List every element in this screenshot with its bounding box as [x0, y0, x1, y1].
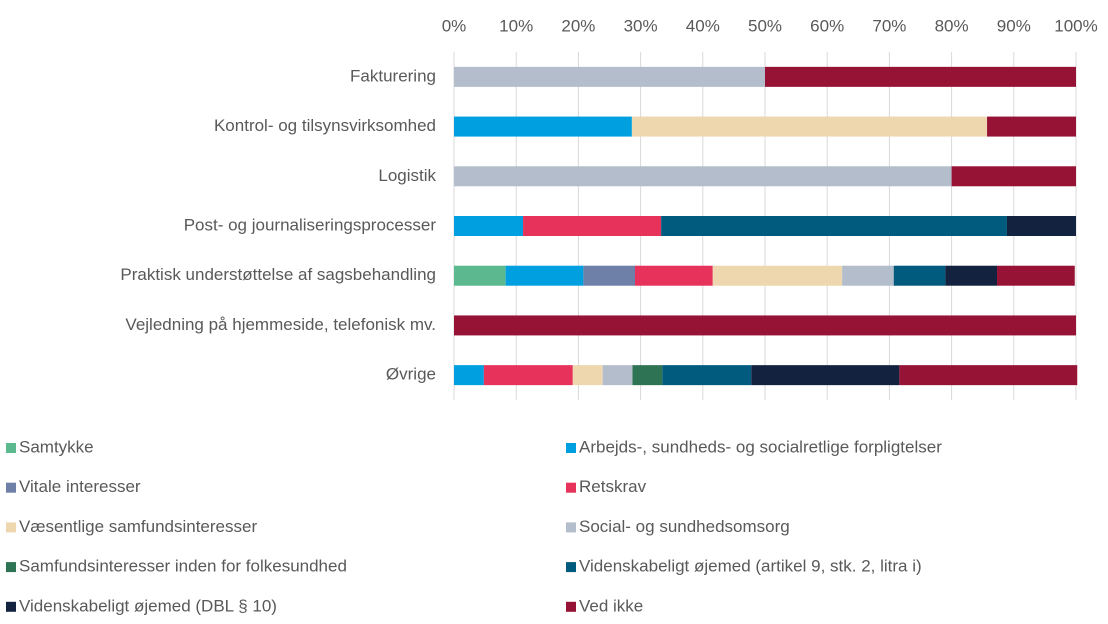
- bar-segment: [454, 365, 484, 386]
- bar-segment: [483, 365, 573, 386]
- bar-segment: [523, 216, 662, 236]
- legend-swatch: [566, 601, 576, 612]
- legend-swatch: [566, 482, 576, 493]
- bar-segment: [899, 365, 1078, 386]
- bar-segment: [505, 265, 584, 286]
- bar-segment: [632, 365, 663, 386]
- legend-swatch: [566, 522, 576, 533]
- bar-segment: [987, 116, 1076, 137]
- x-tick-label: 20%: [561, 16, 595, 35]
- legend-label: Vitale interesser: [19, 477, 141, 496]
- x-tick-label: 80%: [935, 16, 969, 35]
- legend-swatch: [6, 482, 16, 493]
- bar-segment: [572, 365, 603, 386]
- bar-segment: [712, 265, 843, 286]
- x-tick-label: 0%: [442, 16, 467, 35]
- legend-swatch: [6, 562, 16, 573]
- bar-segment: [893, 265, 946, 286]
- bar-segment: [583, 265, 636, 286]
- legend-label: Ved ikke: [579, 596, 643, 615]
- legend-label: Social- og sundhedsomsorg: [579, 517, 790, 536]
- legend-label: Samtykke: [19, 437, 94, 456]
- y-tick-label: Øvrige: [386, 365, 436, 384]
- y-tick-label: Praktisk understøttelse af sagsbehandlin…: [120, 265, 436, 284]
- bar-segment: [454, 265, 506, 286]
- legend-label: Arbejds-, sundheds- og socialretlige for…: [579, 437, 942, 456]
- bar-segment: [751, 365, 900, 386]
- bar-segment: [661, 216, 1007, 236]
- y-tick-label: Post- og journaliseringsprocesser: [184, 215, 437, 234]
- x-tick-label: 30%: [624, 16, 658, 35]
- legend-label: Samfundsinteresser inden for folkesundhe…: [19, 557, 347, 576]
- y-tick-label: Fakturering: [350, 66, 436, 85]
- bar-segment: [454, 66, 765, 87]
- legend-swatch: [6, 601, 16, 612]
- x-tick-label: 60%: [810, 16, 844, 35]
- bar-segment: [631, 116, 988, 137]
- legend-label: Videnskabeligt øjemed (artikel 9, stk. 2…: [579, 557, 922, 576]
- x-tick-label: 100%: [1054, 16, 1097, 35]
- y-tick-label: Vejledning på hjemmeside, telefonisk mv.: [125, 315, 436, 334]
- bar-segment: [635, 265, 713, 286]
- x-tick-label: 10%: [499, 16, 533, 35]
- legend-swatch: [6, 443, 16, 453]
- legend-swatch: [566, 443, 576, 453]
- bar-segment: [945, 265, 998, 286]
- bar-segment: [454, 315, 1076, 336]
- x-tick-label: 50%: [748, 16, 782, 35]
- bar-segment: [1006, 216, 1076, 236]
- y-tick-label: Kontrol- og tilsynsvirksomhed: [214, 116, 436, 135]
- bar-segment: [765, 66, 1076, 87]
- x-tick-label: 70%: [872, 16, 906, 35]
- bar-segment: [454, 216, 524, 236]
- legend-swatch: [566, 562, 576, 573]
- bar-segment: [997, 265, 1075, 286]
- x-tick-label: 90%: [997, 16, 1031, 35]
- bar-segment: [454, 116, 632, 137]
- bar-segment: [454, 166, 952, 187]
- legend-swatch: [6, 522, 16, 533]
- bar-segment: [662, 365, 752, 386]
- bar-segment: [602, 365, 633, 386]
- legend-label: Retskrav: [579, 477, 647, 496]
- legend-label: Væsentlige samfundsinteresser: [19, 517, 257, 536]
- y-tick-label: Logistik: [378, 166, 436, 185]
- bar-segment: [842, 265, 894, 286]
- legend-label: Videnskabeligt øjemed (DBL § 10): [19, 596, 277, 615]
- x-tick-label: 40%: [686, 16, 720, 35]
- bar-segment: [951, 166, 1076, 187]
